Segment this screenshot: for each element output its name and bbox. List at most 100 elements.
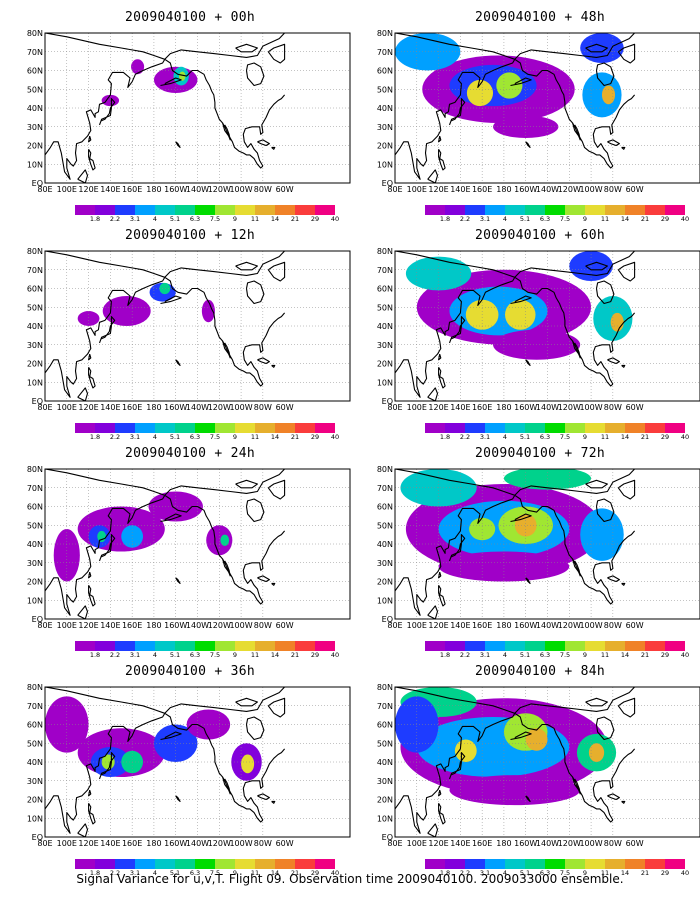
colorbar-label: 3.1 (479, 651, 491, 659)
colorbar (425, 423, 685, 433)
colorbar-swatch (115, 859, 135, 869)
coastline (271, 146, 276, 150)
lon-tick-label: 160E (122, 839, 142, 848)
lon-tick-label: 140E (100, 403, 120, 412)
colorbar-label: 14 (270, 433, 280, 441)
coastline (45, 33, 166, 180)
lon-tick-label: 180 (496, 621, 511, 630)
colorbar-label: 5.1 (169, 651, 181, 659)
coastline (175, 795, 181, 802)
colorbar-label: 4 (152, 215, 158, 223)
colorbar-swatch (565, 423, 585, 433)
colorbar-label: 4 (152, 869, 158, 877)
coastline (525, 577, 531, 584)
coastline (621, 582, 626, 586)
variance-contour (466, 79, 494, 107)
lon-tick-label: 120E (78, 185, 98, 194)
colorbar-swatch (545, 859, 565, 869)
colorbar-swatch (315, 205, 335, 215)
coastline (595, 498, 615, 523)
colorbar-label: 7.5 (559, 869, 571, 877)
coastline (572, 122, 581, 141)
lon-tick-label: 100E (407, 185, 427, 194)
colorbar-swatch (115, 205, 135, 215)
lon-tick-label: 120E (78, 403, 98, 412)
colorbar-label: 6.3 (539, 433, 551, 441)
lon-tick-label: 180 (496, 185, 511, 194)
lat-tick-label: 50N (377, 739, 393, 748)
colorbar-labels: 1.8 2.2 3.1 4 5.1 6.3 7.5 9 11 14 21 29 40 (425, 433, 700, 443)
coastline (510, 513, 532, 523)
lon-tick-label: 180 (496, 403, 511, 412)
variance-contour (580, 33, 624, 63)
lat-tick-label: 20N (377, 578, 393, 587)
colorbar-label: 21 (290, 433, 300, 441)
coastline (245, 280, 265, 305)
lat-tick-label: 50N (377, 85, 393, 94)
colorbar-label: 7.5 (209, 869, 221, 877)
lat-tick-label: 50N (27, 521, 43, 530)
coastline (525, 359, 531, 366)
colorbar-labels: 1.8 2.2 3.1 4 5.1 6.3 7.5 9 11 14 21 29 40 (75, 869, 355, 879)
coastline (160, 513, 182, 523)
lat-tick-label: 40N (377, 758, 393, 767)
colorbar-swatch (235, 205, 255, 215)
colorbar-label: 1.8 (89, 215, 101, 223)
colorbar-swatch (485, 423, 505, 433)
colorbar (75, 423, 335, 433)
colorbar (425, 641, 685, 651)
colorbar-swatch (195, 205, 215, 215)
colorbar-label: 21 (290, 869, 300, 877)
coastline (617, 697, 636, 718)
lon-tick-label: 140E (100, 621, 120, 630)
coastline (88, 789, 92, 797)
lon-tick-label: 80W (604, 839, 622, 848)
colorbar-label: 7.5 (559, 651, 571, 659)
variance-contour (588, 743, 605, 762)
coastline (88, 149, 96, 171)
colorbar-label: 11 (600, 433, 610, 441)
coastline (222, 776, 231, 795)
lon-tick-label: 80E (37, 621, 52, 630)
colorbar-label: 4 (502, 651, 508, 659)
colorbar-swatch (75, 423, 95, 433)
coastline (514, 494, 614, 605)
lon-tick-label: 80W (604, 403, 622, 412)
lon-tick-label: 120E (428, 185, 448, 194)
lon-tick-label: 140W (536, 839, 559, 848)
map-panel: 2009040100 + 00h 80N 70N 60N 50N 40N 30N 20N 10N… (20, 8, 360, 228)
colorbar-label: 5.1 (169, 215, 181, 223)
coastline (510, 295, 532, 305)
lon-tick-label: 60W (276, 621, 294, 630)
coastline (77, 169, 89, 183)
colorbar-label: 14 (620, 215, 630, 223)
coastline (607, 575, 620, 583)
lat-tick-label: EQ (382, 615, 393, 624)
colorbar-swatch (315, 859, 335, 869)
colorbar-swatch (485, 205, 505, 215)
colorbar-swatch (275, 423, 295, 433)
map-panel: 2009040100 + 24h 80N 70N 60N 50N 40N 30N 20N 10N… (20, 444, 360, 664)
lat-tick-label: 40N (377, 104, 393, 113)
coastline (395, 251, 516, 398)
colorbar-swatch (565, 205, 585, 215)
colorbar-label: 2.2 (109, 869, 121, 877)
colorbar-label: 40 (680, 869, 690, 877)
colorbar-label: 4 (502, 215, 508, 223)
colorbar-label: 6.3 (189, 215, 201, 223)
variance-contour (153, 724, 198, 762)
colorbar-label: 4 (152, 433, 158, 441)
coastline (164, 469, 285, 496)
colorbar-label: 11 (600, 215, 610, 223)
coastline (595, 280, 615, 305)
colorbar-label: 29 (660, 433, 670, 441)
lat-tick-label: 20N (377, 796, 393, 805)
colorbar-label: 29 (310, 433, 320, 441)
coastline (45, 469, 166, 616)
colorbar-label: 5.1 (519, 433, 531, 441)
colorbar-swatch (295, 859, 315, 869)
coastline (585, 261, 608, 271)
colorbar-swatch (465, 641, 485, 651)
